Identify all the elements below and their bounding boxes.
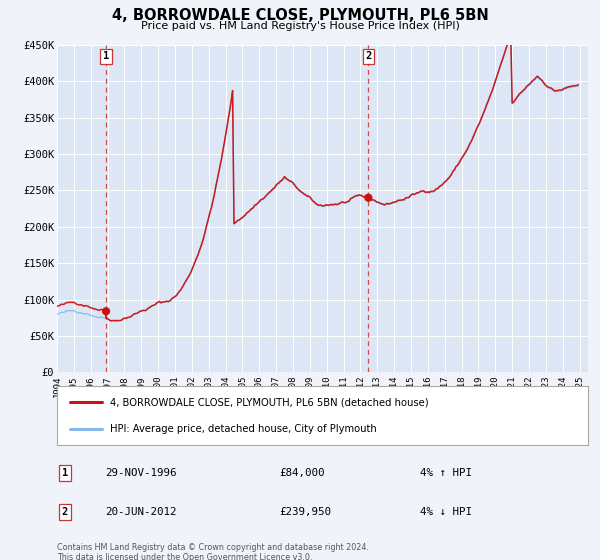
Text: Contains HM Land Registry data © Crown copyright and database right 2024.: Contains HM Land Registry data © Crown c… [57, 543, 369, 552]
Text: £239,950: £239,950 [279, 507, 331, 517]
Text: 1: 1 [62, 468, 68, 478]
Point [364, 193, 373, 202]
Text: 4% ↑ HPI: 4% ↑ HPI [420, 468, 472, 478]
Text: This data is licensed under the Open Government Licence v3.0.: This data is licensed under the Open Gov… [57, 553, 313, 560]
Text: 4% ↓ HPI: 4% ↓ HPI [420, 507, 472, 517]
Text: 20-JUN-2012: 20-JUN-2012 [105, 507, 176, 517]
Text: HPI: Average price, detached house, City of Plymouth: HPI: Average price, detached house, City… [110, 424, 377, 434]
Text: 4, BORROWDALE CLOSE, PLYMOUTH, PL6 5BN: 4, BORROWDALE CLOSE, PLYMOUTH, PL6 5BN [112, 8, 488, 24]
Text: 2: 2 [365, 52, 371, 61]
Point [101, 307, 111, 316]
Text: 29-NOV-1996: 29-NOV-1996 [105, 468, 176, 478]
Text: £84,000: £84,000 [279, 468, 325, 478]
Text: 1: 1 [103, 52, 109, 61]
Text: Price paid vs. HM Land Registry's House Price Index (HPI): Price paid vs. HM Land Registry's House … [140, 21, 460, 31]
Text: 4, BORROWDALE CLOSE, PLYMOUTH, PL6 5BN (detached house): 4, BORROWDALE CLOSE, PLYMOUTH, PL6 5BN (… [110, 397, 429, 407]
Text: 2: 2 [62, 507, 68, 517]
